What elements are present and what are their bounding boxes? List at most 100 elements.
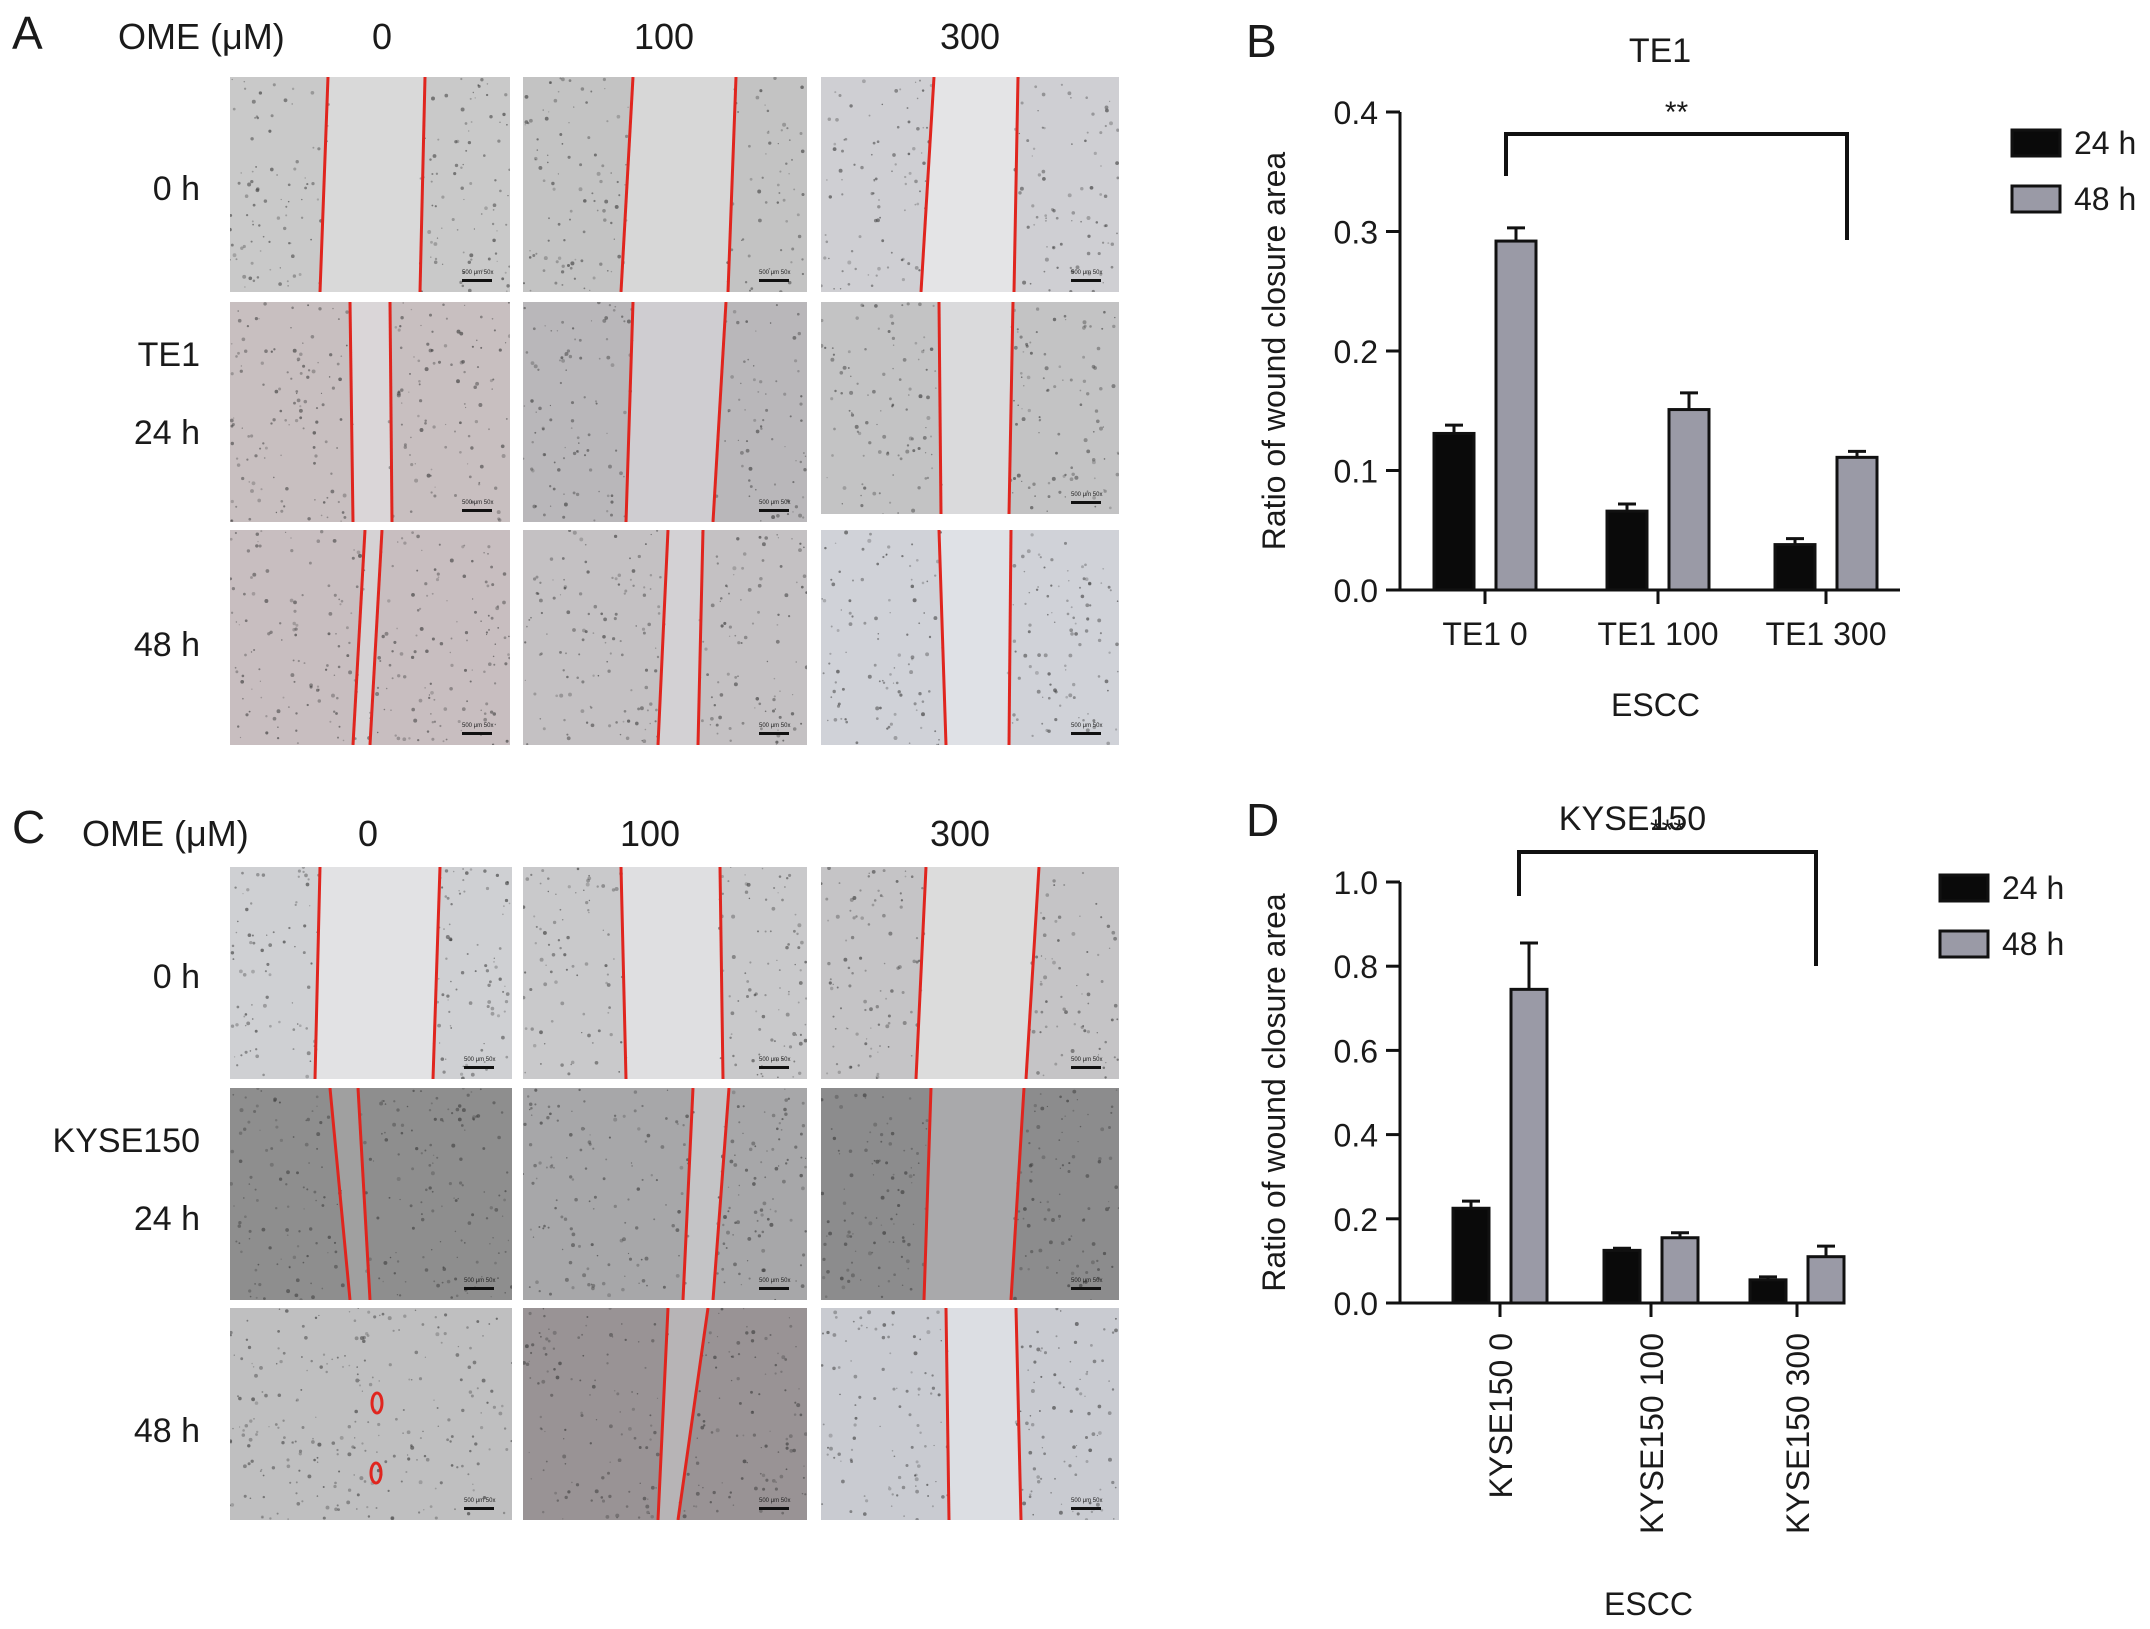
scale-bar-line [1071, 1066, 1101, 1069]
scale-bar: 500 μm 50x [1071, 1498, 1107, 1512]
legend-swatch [1938, 873, 1990, 903]
micrograph-tile: 500 μm 50x [230, 867, 512, 1079]
scale-bar-text: 500 μm 50x [759, 723, 791, 729]
row-label-48h-a: 48 h [133, 626, 200, 664]
y-tick-label: 0.2 [1334, 334, 1378, 370]
scale-bar: 500 μm 50x [1071, 492, 1107, 506]
scale-bar: 500 μm 50x [759, 270, 795, 284]
micrograph-tile: 500 μm 50x [523, 530, 807, 745]
legend-label: 48 h [2074, 181, 2136, 217]
row-label-0h-c: 0 h [152, 958, 200, 996]
cell-line-label-a: TE1 [137, 336, 200, 374]
y-tick-label: 0.8 [1334, 949, 1378, 985]
column-label-0-c: 0 [358, 813, 379, 854]
bar-48h-2 [1806, 1255, 1846, 1305]
x-tick-label: KYSE150 300 [1780, 1333, 1816, 1534]
row-label-24h-c: 24 h [133, 1200, 200, 1238]
column-label-300-a: 300 [940, 16, 1001, 57]
bar-24h-1 [1602, 1248, 1642, 1305]
micrograph-tile: 500 μm 50x [821, 1308, 1119, 1520]
scale-bar: 500 μm 50x [462, 500, 498, 514]
bar-24h-2 [1748, 1278, 1788, 1305]
scale-bar-text: 500 μm 50x [759, 1057, 791, 1063]
y-tick-label: 0.6 [1334, 1033, 1378, 1069]
x-axis-label: ESCC [1604, 1586, 1693, 1622]
significance-label: ** [1665, 96, 1689, 129]
y-tick-label: 0.4 [1334, 1118, 1378, 1154]
legend-label: 48 h [2002, 926, 2064, 962]
chart-title: TE1 [1629, 32, 1691, 70]
row-label-0h-a: 0 h [152, 170, 200, 208]
scale-bar-text: 500 μm 50x [1071, 1498, 1103, 1504]
scale-bar: 500 μm 50x [759, 1498, 795, 1512]
scale-bar-line [1071, 1507, 1101, 1510]
bar-24h-0 [1432, 431, 1476, 592]
micrograph-tile: 500 μm 50x [821, 1088, 1119, 1300]
scale-bar-line [759, 1066, 789, 1069]
scale-bar: 500 μm 50x [464, 1057, 500, 1071]
scale-bar-line [759, 279, 789, 282]
scale-bar-text: 500 μm 50x [1071, 1278, 1103, 1284]
micrograph-tile: 500 μm 50x [230, 530, 510, 745]
scale-bar: 500 μm 50x [1071, 1057, 1107, 1071]
x-tick-label: KYSE150 0 [1483, 1333, 1519, 1498]
legend-swatch [2010, 128, 2062, 158]
micrograph-tile: 500 μm 50x [821, 302, 1119, 514]
concentration-label-a: OME (μM) [118, 16, 285, 57]
scale-bar-text: 500 μm 50x [759, 1498, 791, 1504]
scale-bar-line [759, 1507, 789, 1510]
scale-bar-text: 500 μm 50x [1071, 723, 1103, 729]
scale-bar-line [462, 509, 492, 512]
scale-bar: 500 μm 50x [1071, 723, 1107, 737]
cell-line-label-c: KYSE150 [52, 1122, 200, 1160]
scale-bar-line [1071, 1287, 1101, 1290]
micrograph-tile: 500 μm 50x [821, 867, 1119, 1079]
micrograph-tile: 500 μm 50x [821, 77, 1119, 292]
significance-bracket [1517, 850, 1818, 966]
scale-bar: 500 μm 50x [1071, 270, 1107, 284]
y-axis-label: Ratio of wound closure area [1260, 893, 1292, 1292]
scale-bar-text: 500 μm 50x [464, 1057, 496, 1063]
scale-bar-line [462, 732, 492, 735]
scale-bar-text: 500 μm 50x [462, 270, 494, 276]
x-tick-label: TE1 300 [1766, 616, 1887, 652]
legend-label: 24 h [2074, 125, 2136, 161]
bar-48h-2 [1835, 455, 1879, 592]
scale-bar-line [759, 509, 789, 512]
column-label-100-a: 100 [634, 16, 695, 57]
panel-letter-b: B [1246, 15, 1277, 67]
scale-bar-line [1071, 732, 1101, 735]
scale-bar-line [464, 1066, 494, 1069]
micrograph-tile: 500 μm 50x [230, 1088, 512, 1300]
x-tick-label: TE1 100 [1598, 616, 1719, 652]
chart-kyse150: KYSE150 0.0 0.2 0.4 0.6 0.8 1.0 Ratio of wound … [1260, 800, 2064, 1622]
bar-48h-1 [1660, 1236, 1700, 1305]
chart-te1: TE1 0.0 0.1 0.2 0.3 0.4 Ratio of wound closure… [1260, 32, 2136, 723]
scale-bar: 500 μm 50x [1071, 1278, 1107, 1292]
x-axis-label: ESCC [1611, 687, 1700, 723]
bar-24h-0 [1451, 1206, 1491, 1305]
bar-48h-0 [1494, 239, 1538, 592]
scale-bar: 500 μm 50x [759, 1278, 795, 1292]
scale-bar-text: 500 μm 50x [1071, 1057, 1103, 1063]
scale-bar-line [759, 732, 789, 735]
scale-bar-text: 500 μm 50x [759, 1278, 791, 1284]
scale-bar-line [1071, 501, 1101, 504]
scale-bar-text: 500 μm 50x [464, 1278, 496, 1284]
scale-bar: 500 μm 50x [464, 1498, 500, 1512]
panel-letter-c: C [12, 801, 46, 853]
concentration-label-c: OME (μM) [82, 813, 249, 854]
panel-letter-d: D [1246, 794, 1280, 846]
scale-bar-line [464, 1287, 494, 1290]
micrograph-tile: 500 μm 50x [230, 77, 510, 292]
scale-bar-line [1071, 279, 1101, 282]
y-tick-label: 0.0 [1334, 573, 1378, 609]
chart-title: KYSE150 [1559, 800, 1706, 838]
legend-swatch [1938, 929, 1990, 959]
bar-48h-0 [1509, 987, 1549, 1305]
significance-bracket [1504, 132, 1849, 240]
micrograph-tile: 500 μm 50x [230, 302, 510, 522]
scale-bar-text: 500 μm 50x [462, 500, 494, 506]
scale-bar: 500 μm 50x [759, 1057, 795, 1071]
x-tick-label: KYSE150 100 [1634, 1333, 1670, 1534]
